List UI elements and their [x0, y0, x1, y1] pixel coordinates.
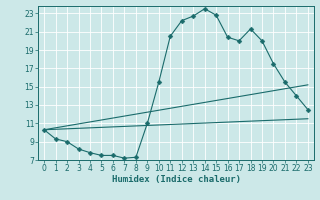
X-axis label: Humidex (Indice chaleur): Humidex (Indice chaleur) [111, 175, 241, 184]
